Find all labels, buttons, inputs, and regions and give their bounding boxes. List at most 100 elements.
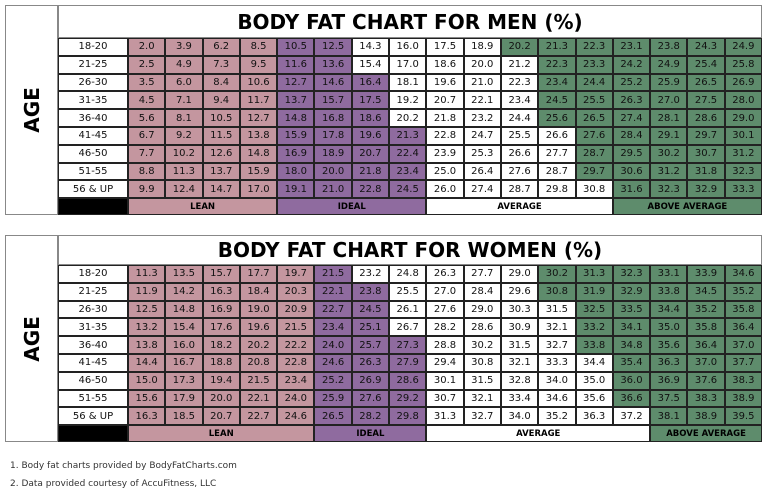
value-cell: 9.4 (202, 91, 240, 110)
value-cell: 19.0 (239, 300, 278, 319)
value-cell: 30.1 (724, 127, 762, 145)
value-cell: 24.5 (351, 300, 390, 319)
value-cell: 27.6 (575, 127, 613, 145)
value-cell: 26.3 (426, 265, 464, 283)
value-cell: 25.5 (389, 282, 427, 301)
value-cell: 22.1 (463, 91, 501, 110)
value-cell: 13.6 (314, 55, 352, 74)
value-cell: 32.1 (463, 389, 501, 408)
value-cell: 20.2 (239, 336, 278, 354)
value-cell: 18.0 (277, 162, 315, 181)
value-cell: 15.9 (239, 162, 278, 181)
value-cell: 11.9 (128, 282, 166, 301)
value-cell: 28.7 (575, 144, 613, 163)
value-cell: 14.7 (202, 180, 240, 199)
age-group: 26-30 (58, 300, 128, 319)
age-group: 46-50 (58, 371, 128, 390)
value-cell: 22.3 (575, 38, 613, 56)
value-cell: 9.9 (128, 180, 166, 199)
value-cell: 26.5 (687, 73, 725, 92)
value-cell: 19.6 (426, 73, 464, 92)
value-cell: 18.5 (165, 407, 203, 426)
value-cell: 37.5 (650, 389, 688, 408)
value-cell: 27.4 (463, 180, 501, 199)
value-cell: 31.9 (575, 282, 613, 301)
value-cell: 12.6 (202, 144, 240, 163)
value-cell: 32.1 (538, 318, 576, 337)
value-cell: 9.5 (239, 55, 278, 74)
value-cell: 29.8 (389, 407, 427, 426)
value-cell: 35.4 (612, 354, 651, 372)
value-cell: 20.7 (202, 407, 240, 426)
value-cell: 15.7 (202, 265, 240, 283)
value-cell: 28.1 (650, 109, 688, 127)
value-cell: 12.4 (165, 180, 203, 199)
value-cell: 22.3 (500, 73, 539, 92)
value-cell: 30.8 (538, 282, 576, 301)
value-cell: 31.5 (500, 336, 539, 354)
value-cell: 8.5 (239, 38, 278, 56)
value-cell: 33.2 (575, 318, 613, 337)
value-cell: 29.0 (724, 109, 762, 127)
value-cell: 12.7 (277, 73, 315, 92)
age-group: 56 & UP (58, 180, 128, 199)
value-cell: 16.0 (165, 336, 203, 354)
value-cell: 16.9 (277, 144, 315, 163)
value-cell: 27.9 (389, 354, 427, 372)
value-cell: 24.6 (314, 354, 352, 372)
value-cell: 29.0 (463, 300, 501, 319)
value-cell: 24.9 (724, 38, 762, 56)
age-group: 18-20 (58, 38, 128, 56)
value-cell: 34.6 (538, 389, 576, 408)
value-cell: 34.4 (650, 300, 688, 319)
value-cell: 30.2 (463, 336, 501, 354)
value-cell: 21.3 (538, 38, 576, 56)
value-cell: 30.9 (500, 318, 539, 337)
value-cell: 18.8 (202, 354, 240, 372)
age-group: 21-25 (58, 55, 128, 74)
value-cell: 38.3 (724, 371, 762, 390)
value-cell: 37.0 (724, 336, 762, 354)
value-cell: 8.8 (128, 162, 166, 181)
value-cell: 23.4 (314, 318, 352, 337)
value-cell: 24.4 (500, 109, 539, 127)
value-cell: 38.1 (650, 407, 688, 426)
value-cell: 8.1 (165, 109, 203, 127)
value-cell: 30.8 (575, 180, 613, 199)
age-group: 31-35 (58, 91, 128, 110)
value-cell: 23.2 (351, 265, 390, 283)
value-cell: 6.2 (202, 38, 240, 56)
value-cell: 15.6 (128, 389, 166, 408)
legend-label: ABOVE AVERAGE (612, 198, 762, 216)
value-cell: 14.6 (314, 73, 352, 92)
value-cell: 29.6 (500, 282, 539, 301)
legend-label: IDEAL (314, 425, 427, 443)
value-cell: 20.9 (277, 300, 315, 319)
value-cell: 15.0 (128, 371, 166, 390)
value-cell: 25.2 (314, 371, 352, 390)
age-group: 46-50 (58, 144, 128, 163)
value-cell: 37.2 (612, 407, 651, 426)
value-cell: 24.9 (650, 55, 688, 74)
value-cell: 38.3 (687, 389, 725, 408)
value-cell: 24.5 (389, 180, 427, 199)
value-cell: 22.8 (426, 127, 464, 145)
value-cell: 20.7 (351, 144, 390, 163)
value-cell: 36.4 (724, 318, 762, 337)
value-cell: 24.6 (277, 407, 315, 426)
value-cell: 20.8 (239, 354, 278, 372)
value-cell: 19.6 (239, 318, 278, 337)
value-cell: 23.2 (463, 109, 501, 127)
value-cell: 29.4 (426, 354, 464, 372)
value-cell: 26.0 (426, 180, 464, 199)
value-cell: 16.9 (202, 300, 240, 319)
value-cell: 25.2 (612, 73, 651, 92)
value-cell: 16.7 (165, 354, 203, 372)
value-cell: 28.4 (612, 127, 651, 145)
value-cell: 36.9 (650, 371, 688, 390)
value-cell: 36.0 (612, 371, 651, 390)
value-cell: 27.0 (426, 282, 464, 301)
value-cell: 26.7 (389, 318, 427, 337)
value-cell: 21.2 (500, 55, 539, 74)
